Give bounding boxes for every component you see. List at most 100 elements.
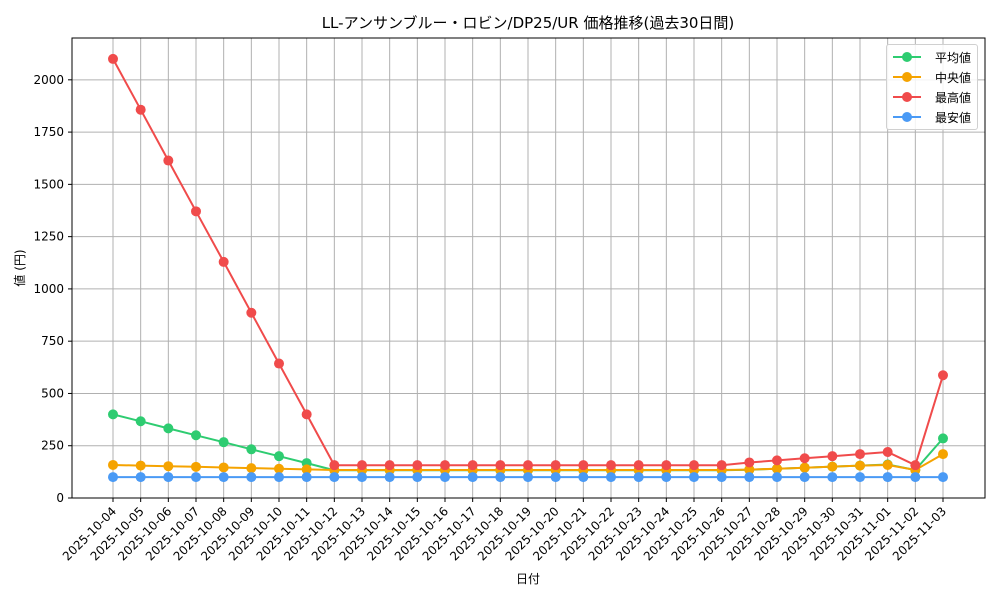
- legend-item-average: 平均値: [893, 47, 971, 67]
- data-point: [246, 472, 257, 483]
- data-point: [108, 53, 118, 64]
- data-point: [329, 472, 340, 483]
- data-point: [661, 472, 672, 483]
- data-point: [882, 472, 893, 483]
- data-point: [882, 459, 893, 470]
- data-point: [218, 472, 229, 483]
- data-point: [495, 460, 506, 471]
- data-point: [550, 460, 561, 471]
- data-point: [108, 409, 118, 420]
- data-point: [633, 460, 644, 471]
- series-layer: [108, 53, 948, 483]
- chart-title: LL-アンサンブルー・ロビン/DP25/UR 価格推移(過去30日間): [322, 14, 735, 32]
- data-point: [799, 472, 810, 483]
- data-point: [772, 463, 782, 474]
- data-point: [329, 460, 340, 471]
- y-axis-label: 値 (円): [12, 249, 27, 286]
- y-tick-label: 1250: [33, 230, 64, 244]
- data-point: [938, 449, 948, 460]
- data-point: [412, 460, 423, 471]
- data-point: [523, 460, 533, 471]
- data-point: [108, 472, 118, 483]
- data-point: [246, 444, 257, 455]
- data-point: [191, 206, 201, 217]
- data-point: [191, 461, 201, 472]
- data-point: [301, 409, 312, 420]
- legend-label: 最安値: [935, 110, 972, 125]
- data-point: [467, 472, 478, 483]
- data-point: [606, 460, 616, 471]
- y-tick-label: 250: [41, 439, 64, 453]
- data-point: [578, 472, 589, 483]
- data-point: [938, 433, 948, 444]
- grid-lines: [72, 38, 985, 499]
- data-point: [218, 256, 229, 267]
- x-axis-label: 日付: [516, 572, 540, 586]
- data-point: [108, 459, 118, 470]
- data-point: [274, 358, 284, 369]
- data-point: [163, 472, 174, 483]
- data-point: [135, 104, 146, 115]
- legend-item-median: 中央値: [893, 67, 971, 87]
- data-point: [855, 460, 865, 471]
- data-point: [689, 472, 699, 483]
- legend-marker-icon: [893, 72, 921, 82]
- legend-label: 平均値: [935, 50, 972, 65]
- data-point: [301, 472, 312, 483]
- data-point: [135, 416, 146, 427]
- data-point: [716, 460, 727, 471]
- data-point: [661, 460, 672, 471]
- data-point: [412, 472, 423, 483]
- data-point: [384, 472, 395, 483]
- data-point: [799, 453, 810, 464]
- data-point: [274, 463, 284, 474]
- legend-marker-icon: [893, 112, 921, 122]
- data-point: [440, 472, 450, 483]
- data-point: [827, 451, 838, 462]
- data-point: [938, 472, 948, 483]
- data-point: [827, 472, 838, 483]
- data-point: [578, 460, 589, 471]
- data-point: [744, 472, 755, 483]
- data-point: [274, 451, 284, 462]
- data-point: [218, 437, 229, 448]
- y-tick-label: 0: [56, 491, 64, 505]
- legend-marker-icon: [893, 92, 921, 102]
- data-point: [633, 472, 644, 483]
- data-point: [301, 464, 312, 475]
- data-point: [274, 472, 284, 483]
- data-point: [357, 472, 367, 483]
- data-point: [218, 462, 229, 473]
- data-point: [855, 449, 865, 460]
- data-point: [523, 472, 533, 483]
- data-point: [910, 460, 921, 471]
- data-point: [855, 472, 865, 483]
- data-point: [135, 472, 146, 483]
- data-point: [357, 460, 367, 471]
- data-point: [135, 460, 146, 471]
- data-point: [191, 472, 201, 483]
- data-point: [716, 472, 727, 483]
- y-tick-label: 1000: [33, 282, 64, 296]
- data-point: [384, 460, 395, 471]
- data-point: [772, 455, 782, 466]
- y-tick-label: 750: [41, 334, 64, 348]
- legend-item-max: 最高値: [893, 87, 971, 107]
- data-point: [606, 472, 616, 483]
- series-line: [108, 472, 948, 483]
- data-point: [882, 447, 893, 457]
- data-point: [163, 155, 174, 166]
- y-tick-label: 1500: [33, 177, 64, 191]
- legend: 平均値 中央値 最高値 最安値: [886, 44, 978, 130]
- y-tick-label: 500: [41, 386, 64, 400]
- data-point: [550, 472, 561, 483]
- data-point: [246, 463, 257, 474]
- series-line: [108, 53, 948, 471]
- data-point: [689, 460, 699, 471]
- data-point: [744, 464, 755, 475]
- legend-marker-icon: [893, 52, 921, 62]
- data-point: [495, 472, 506, 483]
- data-point: [744, 457, 755, 468]
- y-tick-label: 2000: [33, 73, 64, 87]
